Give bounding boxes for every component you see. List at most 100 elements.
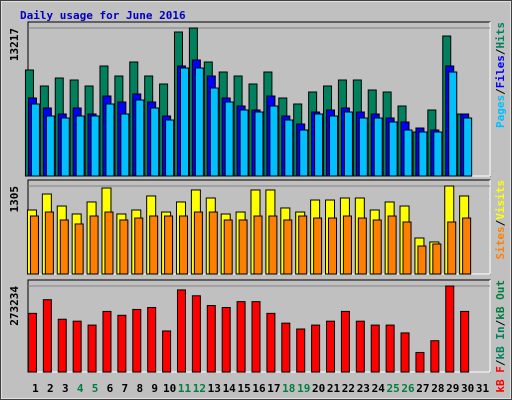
bar (388, 121, 398, 177)
bar (194, 67, 204, 177)
bar (372, 219, 382, 275)
legend: Pages/Files/Hits (494, 22, 507, 128)
bar (150, 107, 160, 177)
bar (299, 129, 309, 177)
legend-item: Files (494, 55, 507, 88)
bar (30, 103, 40, 177)
legend-item: kB Out (494, 280, 507, 320)
bar (385, 324, 395, 373)
bar (44, 211, 54, 275)
bar (296, 328, 306, 373)
bar (29, 215, 39, 275)
legend-separator: / (494, 319, 507, 326)
bar (134, 217, 144, 275)
bar (284, 119, 294, 177)
bar (132, 308, 142, 373)
bar (162, 330, 172, 373)
x-tick-label: 24 (372, 382, 386, 395)
bar (403, 129, 413, 177)
bar (358, 117, 368, 177)
x-tick-label: 21 (327, 382, 341, 395)
bar (72, 320, 82, 373)
bar (135, 99, 145, 177)
bar (179, 67, 189, 177)
bar (387, 215, 397, 275)
legend-separator: / (494, 48, 507, 55)
bar (448, 71, 458, 177)
bar (178, 215, 188, 275)
x-tick-label: 28 (431, 382, 444, 395)
bar (326, 320, 336, 373)
x-tick-label: 14 (223, 382, 237, 395)
bar (236, 301, 246, 373)
bar (164, 215, 174, 275)
bar (340, 310, 350, 373)
x-tick-label: 22 (342, 382, 355, 395)
bar (281, 322, 291, 373)
bar (254, 111, 264, 177)
bar (147, 306, 157, 373)
x-tick-label: 9 (151, 382, 158, 395)
bar (102, 310, 112, 373)
x-tick-label: 29 (446, 382, 459, 395)
bar (311, 324, 321, 373)
bar (417, 245, 427, 275)
chart-title: Daily usage for June 2016 (20, 9, 186, 22)
x-tick-label: 27 (416, 382, 429, 395)
bar (191, 295, 201, 373)
bar (433, 131, 443, 177)
bar (75, 115, 85, 177)
bar (165, 119, 175, 177)
bar (238, 219, 248, 275)
bar (90, 115, 100, 177)
bar (57, 318, 67, 373)
bar (283, 219, 293, 275)
legend: Sites/Visits (494, 180, 507, 260)
bar (27, 312, 37, 373)
bar (224, 101, 234, 177)
x-tick-label: 16 (252, 382, 266, 395)
bar (418, 131, 428, 177)
bar (266, 312, 276, 373)
y-tick-label: 13217 (8, 28, 21, 61)
bar (445, 285, 455, 373)
bar (432, 243, 442, 275)
legend-separator: / (494, 219, 507, 226)
bar (463, 117, 473, 177)
x-tick-label: 17 (267, 382, 280, 395)
bar (314, 113, 324, 177)
bar (223, 219, 233, 275)
bar (357, 217, 367, 275)
legend-separator: / (494, 88, 507, 95)
bar (89, 215, 99, 275)
bar (221, 306, 231, 373)
bar (105, 103, 115, 177)
bar (253, 215, 263, 275)
x-tick-label: 19 (297, 382, 310, 395)
bar (355, 320, 365, 373)
bar (74, 223, 84, 275)
bar (462, 217, 472, 275)
bar (59, 219, 69, 275)
bar (370, 324, 380, 373)
bar (329, 115, 339, 177)
bar (209, 87, 219, 177)
y-tick-label: 273234 (8, 286, 21, 326)
bar (117, 314, 127, 373)
bar (206, 305, 216, 373)
legend-item: Visits (494, 180, 507, 220)
bar (400, 332, 410, 373)
x-tick-label: 23 (357, 382, 370, 395)
bar (60, 117, 70, 177)
x-tick-label: 2 (47, 382, 54, 395)
bar (45, 115, 55, 177)
y-tick-label: 1305 (8, 186, 21, 213)
bar (176, 289, 186, 373)
bar (268, 215, 278, 275)
x-tick-label: 20 (312, 382, 325, 395)
bar (239, 109, 249, 177)
x-tick-label: 13 (208, 382, 221, 395)
x-tick-label: 30 (461, 382, 474, 395)
legend-item: kB F (494, 366, 507, 393)
